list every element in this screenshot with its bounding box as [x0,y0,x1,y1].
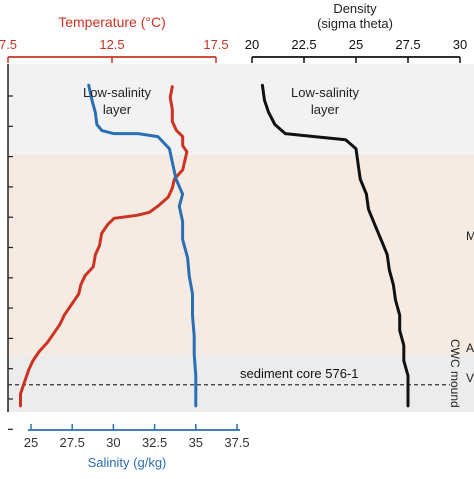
salinity-tick-label: 37.5 [224,435,249,450]
band-lower [8,354,474,412]
salinity-tick-label: 32.5 [142,435,167,450]
density-axis-sublabel: (sigma theta) [317,16,393,31]
temperature-tick-label: 7.5 [0,37,17,52]
salinity-profile-line [87,83,198,408]
low-salinity-label-right-line: Low-salinity [291,85,359,100]
band-upper [8,64,474,155]
density-tick-label: 25 [349,37,363,52]
series-lines [19,83,410,408]
right-label-a: A [466,341,474,355]
background-bands [8,64,474,412]
salinity-tick-label: 25 [24,435,38,450]
salinity-axis-label: Salinity (g/kg) [88,455,167,470]
band-middle [8,154,474,355]
salinity-tick-label: 30 [106,435,120,450]
core-label: sediment core 576-1 [240,366,359,381]
density-tick-label: 20 [245,37,259,52]
low-salinity-label-left-line: layer [103,102,132,117]
salinity-tick-label: 35 [189,435,203,450]
axes [7,56,461,431]
temperature-axis-label: Temperature (°C) [58,14,166,30]
low-salinity-label-left-line: Low-salinity [83,85,151,100]
density-tick-label: 30 [453,37,467,52]
low-salinity-label-right: Low-salinity layer [291,85,359,117]
right-label-v: V [466,371,474,385]
right-label-m: M [466,229,474,243]
density-tick-label: 27.5 [395,37,420,52]
labels: 7.5 12.5 17.5 20 22.5 25 27.5 30 25 27.5 30 32.5 35 3… [0,1,474,470]
temperature-tick-label: 17.5 [203,37,228,52]
cwc-mound-label: CWC mound [448,339,462,408]
salinity-tick-label: 27.5 [60,435,85,450]
temperature-tick-label: 12.5 [99,37,124,52]
density-profile-line [260,83,410,408]
density-axis-label: Density [333,1,377,16]
low-salinity-label-right-line: layer [311,102,340,117]
density-tick-label: 22.5 [291,37,316,52]
low-salinity-label-left: Low-salinity layer [83,85,151,117]
temperature-profile-line [19,85,189,408]
